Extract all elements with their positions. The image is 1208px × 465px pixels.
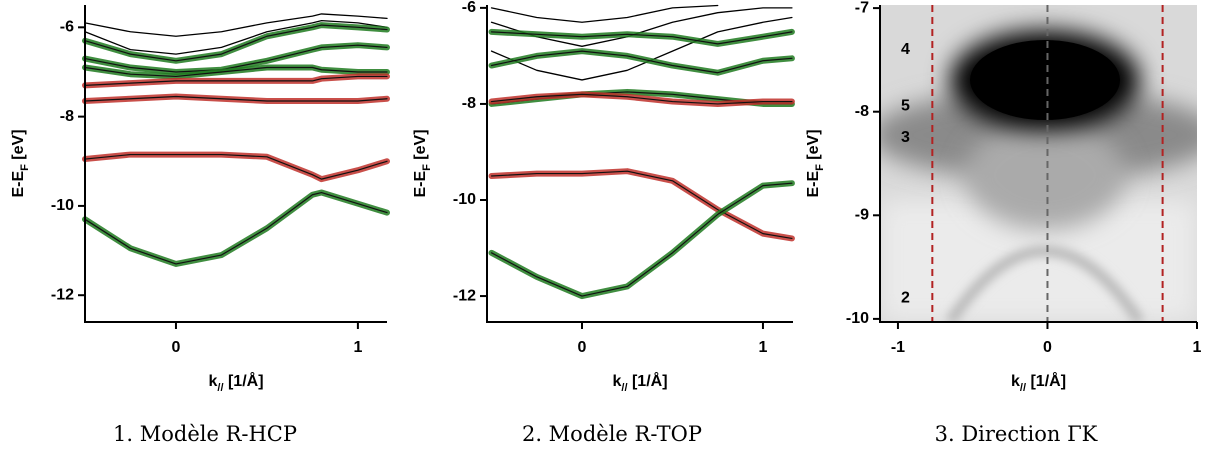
axis-label-unit: [1/Å] (224, 371, 264, 390)
band-core (490, 50, 793, 74)
axis-label-unit: [eV] (10, 129, 27, 164)
y-tick-label: -7 (855, 0, 869, 16)
band-core (84, 191, 388, 265)
y-tick-label: -10 (846, 310, 869, 327)
y-tick-label: -9 (855, 207, 869, 224)
axis-label: k// [1/Å] (1011, 371, 1066, 394)
band (84, 13, 388, 37)
y-tick-label: -10 (51, 197, 74, 214)
axis-label-text: E-E (10, 171, 27, 198)
arpes-image (880, 5, 1197, 322)
axis-label: E-EF [eV] (412, 129, 433, 197)
axis-label: k// [1/Å] (208, 371, 263, 394)
axis-label: E-EF [eV] (10, 129, 31, 197)
annotation: 2 (901, 289, 910, 306)
axis-label-sub: F (814, 164, 826, 171)
band (490, 16, 793, 81)
band (488, 168, 795, 242)
axis-label-unit: [1/Å] (1026, 371, 1066, 390)
y-tick-label: -6 (462, 0, 476, 16)
y-tick-label: -8 (462, 95, 476, 112)
band-core (490, 170, 793, 240)
axis-label: k// [1/Å] (612, 371, 667, 394)
band-core (84, 66, 388, 78)
caption: 2. Modèle R-TOP (522, 422, 702, 446)
x-tick-label: -1 (891, 339, 905, 356)
axis-label-sub: F (19, 164, 31, 171)
annotation: 3 (901, 129, 910, 146)
band-core (84, 44, 388, 73)
x-tick-label: 1 (1193, 339, 1202, 356)
axis-label-unit: [eV] (412, 129, 429, 164)
band-core (84, 95, 388, 102)
band (490, 7, 793, 47)
x-tick-label: 0 (1043, 339, 1052, 356)
x-tick-label: 1 (353, 339, 362, 356)
axis-label-unit: [1/Å] (628, 371, 668, 390)
axis-label-unit: [eV] (805, 129, 822, 164)
y-tick-label: -6 (60, 19, 74, 36)
band (82, 189, 390, 267)
band (84, 19, 388, 55)
axis-label-sub: F (421, 164, 433, 171)
band-core (84, 153, 388, 180)
band-core (84, 75, 388, 86)
y-tick-label: -8 (60, 108, 74, 125)
axis-label-sub: // (217, 382, 223, 394)
axis-label-sub: // (621, 382, 627, 394)
bands (488, 4, 795, 300)
caption: 1. Modèle R-HCP (113, 422, 297, 446)
axis-label-text: k (208, 373, 217, 390)
y-tick-label: -10 (453, 191, 476, 208)
band-core (490, 182, 793, 297)
band (488, 48, 795, 76)
y-tick-label: -12 (453, 287, 476, 304)
y-tick-label: -8 (855, 103, 869, 120)
axis-label-text: E-E (412, 171, 429, 198)
axis-label-sub: // (1020, 382, 1026, 394)
band-core (490, 31, 793, 45)
axis-label-text: E-E (805, 171, 822, 198)
band (490, 4, 719, 23)
axis-label-text: k (612, 373, 621, 390)
axis-label: E-EF [eV] (805, 129, 826, 197)
bands (82, 13, 390, 267)
axis-label-text: k (1011, 373, 1020, 390)
y-tick-label: -12 (51, 286, 74, 303)
caption: 3. Direction ΓK (935, 422, 1098, 446)
x-tick-label: 0 (172, 339, 181, 356)
annotation: 5 (901, 98, 910, 115)
x-tick-label: 0 (578, 339, 587, 356)
band-core (490, 93, 793, 105)
band (488, 180, 795, 300)
annotation: 4 (901, 41, 910, 58)
band (82, 151, 390, 183)
x-tick-label: 1 (759, 339, 768, 356)
band-core (84, 24, 388, 62)
